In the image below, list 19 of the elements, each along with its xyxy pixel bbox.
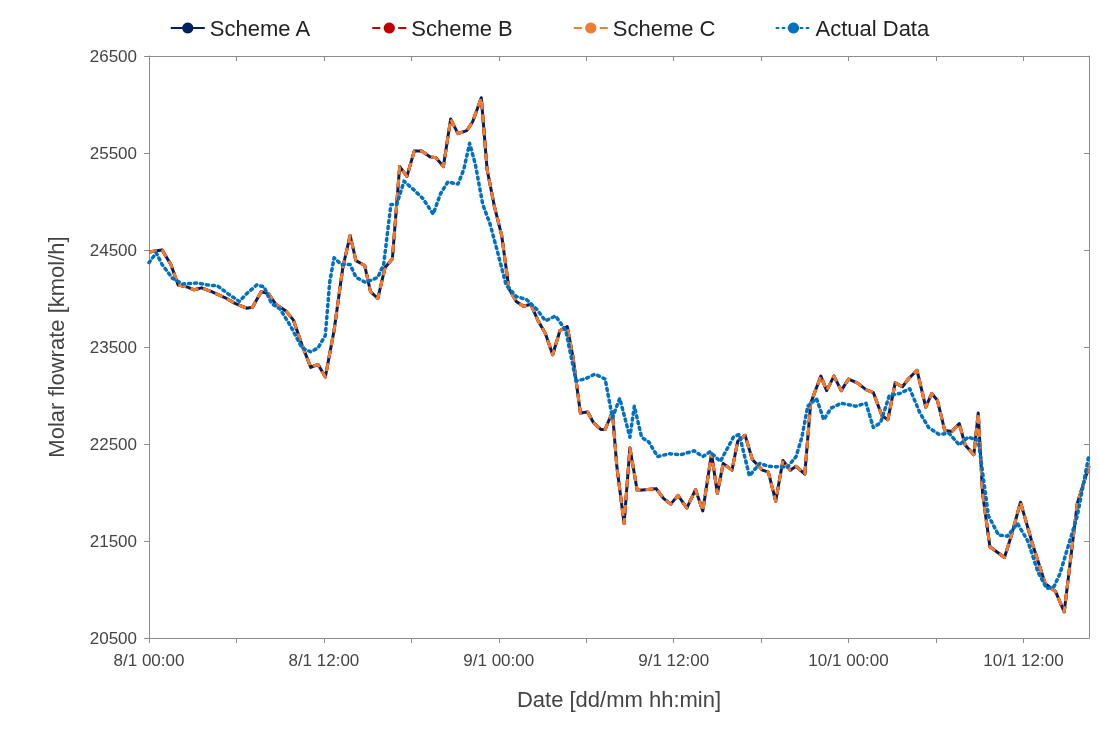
legend-label: Scheme C	[612, 15, 716, 41]
legend-label: Actual Data	[815, 15, 930, 41]
y-tick-label: 22500	[89, 434, 137, 454]
x-tick-label: 10/1 00:00	[808, 651, 889, 670]
x-tick-label: 9/1 12:00	[638, 651, 710, 670]
y-tick-label: 25500	[89, 143, 137, 163]
x-tick-label: 10/1 12:00	[983, 651, 1064, 670]
legend-label: Scheme B	[411, 15, 513, 41]
y-tick-label: 26500	[89, 46, 137, 66]
x-tick-label: 8/1 12:00	[288, 651, 360, 670]
x-tick-label: 9/1 00:00	[463, 651, 535, 670]
y-tick-label: 21500	[89, 531, 137, 551]
x-axis-title: Date [dd/mm hh:min]	[516, 686, 722, 712]
y-tick-label: 23500	[89, 337, 137, 357]
x-tick-label: 8/1 00:00	[113, 651, 185, 670]
y-axis-title: Molar flowrate [kmol/h]	[43, 236, 69, 458]
y-tick-label: 20500	[89, 628, 137, 648]
y-tick-label: 24500	[89, 240, 137, 260]
legend-label: Scheme A	[209, 15, 311, 41]
